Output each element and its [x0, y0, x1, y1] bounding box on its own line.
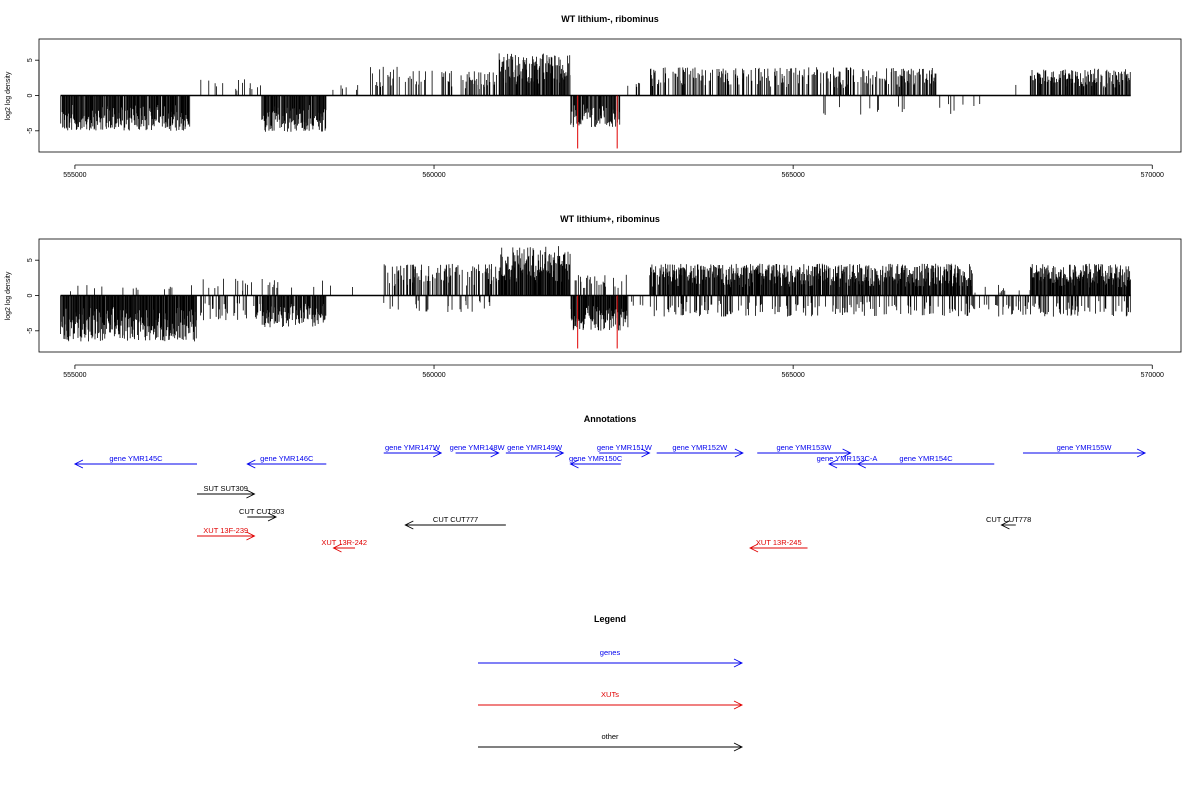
feature-label: CUT CUT777 [433, 515, 478, 524]
annotation-feature: gene YMR154C [856, 454, 995, 469]
chart-title: WT lithium-, ribominus [561, 14, 659, 24]
x-tick-label: 570000 [1141, 372, 1164, 379]
annotation-feature: SUT SUT309 [197, 484, 256, 499]
annotation-feature: gene YMR153C-A [817, 454, 878, 469]
x-tick-label: 555000 [63, 372, 86, 379]
feature-label: gene YMR155W [1057, 443, 1113, 452]
feature-label: gene YMR146C [260, 454, 314, 463]
x-tick-label: 560000 [422, 372, 445, 379]
feature-label: gene YMR153C-A [817, 454, 878, 463]
feature-label: gene YMR149W [507, 443, 563, 452]
y-axis-label: log2 log density [5, 71, 12, 120]
annotation-feature: gene YMR152W [656, 443, 744, 458]
feature-label: gene YMR148W [450, 443, 506, 452]
arrow-head [733, 658, 744, 668]
legend-title: Legend [594, 614, 626, 624]
y-tick-label: 5 [27, 58, 34, 62]
feature-label: XUT 13F-239 [203, 526, 248, 535]
density-bars [60, 246, 1131, 349]
arrow-head [332, 543, 342, 553]
arrow-head [73, 459, 84, 469]
annotation-feature: CUT CUT777 [404, 515, 506, 530]
feature-label: XUT 13R-245 [756, 538, 802, 547]
x-tick-label: 560000 [422, 172, 445, 179]
feature-label: CUT CUT778 [986, 515, 1031, 524]
chart-panel-lithium-minus: WT lithium-, ribominus log2 log density … [5, 14, 1182, 179]
arrow-head [555, 448, 565, 458]
feature-label: XUT 13R-242 [321, 538, 367, 547]
annotation-feature: XUT 13F-239 [197, 526, 256, 541]
annotation-feature: CUT CUT778 [986, 515, 1031, 530]
y-tick-label: 0 [27, 93, 34, 97]
arrow-head [733, 742, 744, 752]
y-tick-label: -5 [27, 128, 34, 134]
feature-label: gene YMR150C [569, 454, 623, 463]
arrow-head [733, 700, 744, 710]
annotation-feature: gene YMR153W [757, 443, 852, 458]
axes: 555000 560000 565000 570000 -5 0 5 [27, 58, 1164, 179]
feature-label: gene YMR153W [776, 443, 832, 452]
feature-label: gene YMR147W [385, 443, 441, 452]
legend: Legend genes XUTs other [478, 614, 744, 752]
annotation-feature: XUT 13R-245 [749, 538, 808, 553]
annotation-feature: gene YMR150C [569, 454, 623, 469]
density-bars [60, 53, 1131, 149]
annotation-feature: gene YMR147W [383, 443, 443, 458]
arrow-head [734, 448, 744, 458]
annotations-title: Annotations [584, 414, 637, 424]
legend-label: other [601, 732, 619, 741]
chart-panel-lithium-plus: WT lithium+, ribominus log2 log density … [5, 214, 1182, 379]
arrow-head [246, 489, 256, 499]
legend-item: XUTs [478, 690, 744, 710]
legend-item: genes [478, 648, 744, 668]
arrow-head [1000, 520, 1010, 530]
arrow-head [749, 543, 759, 553]
arrow-head [828, 459, 838, 469]
x-tick-label: 565000 [781, 372, 804, 379]
annotation-feature: gene YMR155W [1022, 443, 1147, 458]
arrow-head [490, 448, 500, 458]
legend-label: genes [600, 648, 621, 657]
annotation-feature: gene YMR149W [505, 443, 565, 458]
annotation-feature: gene YMR148W [450, 443, 506, 458]
y-tick-label: -5 [27, 328, 34, 334]
arrow-head [1136, 448, 1147, 458]
arrow-head [246, 459, 256, 469]
arrow-head [433, 448, 443, 458]
annotation-feature: gene YMR151W [597, 443, 653, 458]
feature-label: CUT CUT303 [239, 507, 284, 516]
legend-label: XUTs [601, 690, 619, 699]
x-tick-label: 555000 [63, 172, 86, 179]
legend-item: other [478, 732, 744, 752]
annotation-feature: gene YMR145C [73, 454, 198, 469]
legend-items: genes XUTs other [478, 648, 744, 752]
annotation-feature: CUT CUT303 [239, 507, 284, 522]
arrow-head [404, 520, 414, 530]
y-axis-label: log2 log density [5, 271, 12, 320]
arrow-head [641, 448, 651, 458]
annotation-features: gene YMR145C gene YMR146C gene YMR147W gene… [73, 443, 1147, 553]
arrow-head [856, 459, 866, 469]
annotations-panel: Annotations gene YMR145C gene YMR146Cgene… [73, 414, 1147, 553]
axes: 555000 560000 565000 570000 -5 0 5 [27, 258, 1164, 379]
feature-label: gene YMR151W [597, 443, 653, 452]
y-tick-label: 5 [27, 258, 34, 262]
arrow-head [246, 531, 256, 541]
chart-title: WT lithium+, ribominus [560, 214, 660, 224]
feature-label: gene YMR145C [109, 454, 163, 463]
x-tick-label: 565000 [781, 172, 804, 179]
annotation-feature: XUT 13R-242 [321, 538, 367, 553]
feature-label: SUT SUT309 [204, 484, 248, 493]
feature-label: gene YMR152W [672, 443, 728, 452]
annotation-feature: gene YMR146C [246, 454, 327, 469]
arrow-head [267, 512, 278, 522]
feature-label: gene YMR154C [899, 454, 953, 463]
x-tick-label: 570000 [1141, 172, 1164, 179]
arrow-head [569, 459, 579, 469]
arrow-head [842, 448, 852, 458]
y-tick-label: 0 [27, 293, 34, 297]
